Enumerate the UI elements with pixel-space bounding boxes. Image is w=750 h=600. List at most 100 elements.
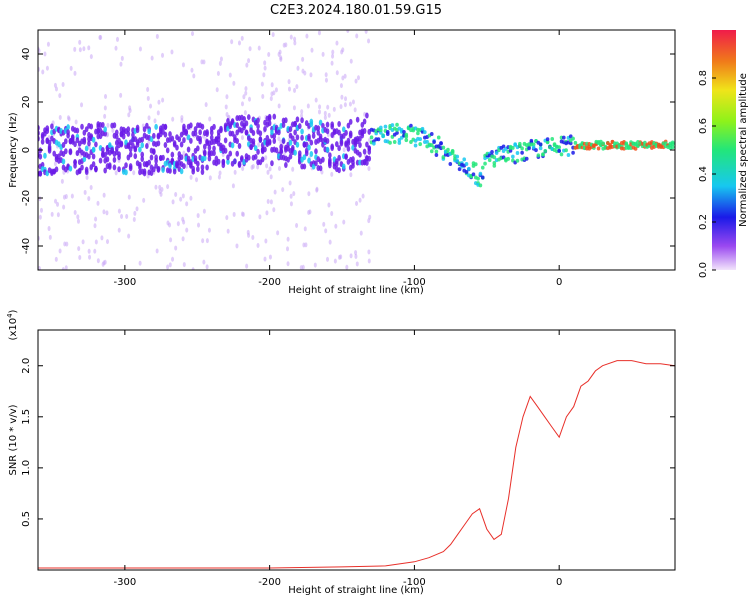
spectrogram-cell <box>182 137 186 144</box>
spectrogram-noise-cell <box>289 193 293 199</box>
spectrogram-noise-cell <box>61 82 65 88</box>
spectrogram-cell <box>89 123 94 130</box>
spectrogram-cell <box>277 129 281 136</box>
spectrogram-cell <box>38 170 43 177</box>
spectrogram-noise-cell <box>195 177 199 183</box>
spectrogram-cell <box>212 123 216 130</box>
spectrogram-cell <box>515 158 520 163</box>
spectrogram-cell <box>295 116 300 123</box>
spectrogram-noise-cell <box>246 229 250 235</box>
spectrogram-noise-cell <box>338 254 342 260</box>
y-tick-label: 0.5 <box>21 511 32 527</box>
spectrogram-cell <box>476 176 480 181</box>
spectrogram-cell <box>87 140 91 147</box>
spectrogram-cell <box>316 125 321 132</box>
spectrogram-cell <box>358 135 362 142</box>
spectrogram-cell <box>98 157 103 164</box>
spectrogram-noise-cell <box>300 109 304 115</box>
spectrogram-noise-cell <box>241 166 245 172</box>
spectrogram-noise-cell <box>138 46 142 52</box>
spectrogram-noise-cell <box>142 197 146 203</box>
spectrogram-cell <box>152 132 156 139</box>
spectrogram-cell <box>538 142 543 147</box>
y-tick-label: 40 <box>21 48 32 61</box>
spectrogram-noise-cell <box>179 196 183 202</box>
spectrogram-noise-cell <box>269 199 273 205</box>
spectrogram-noise-cell <box>266 169 270 175</box>
spectrogram-noise-cell <box>244 86 248 92</box>
y-tick-label: 0 <box>21 147 32 153</box>
spectrogram-cell <box>221 162 226 169</box>
spectrogram-noise-cell <box>103 259 107 265</box>
spectrogram-cell <box>61 141 66 148</box>
spectrogram-cell <box>84 126 89 133</box>
spectrogram-noise-cell <box>161 52 165 58</box>
spectrogram-cell <box>82 129 87 136</box>
spectrogram-cell <box>175 144 179 151</box>
spectrogram-cell <box>138 164 142 171</box>
spectrogram-cell <box>112 122 117 129</box>
spectrogram-cell <box>321 122 325 129</box>
spectrogram-cell <box>253 153 258 160</box>
spectrogram-cell <box>562 135 566 140</box>
spectrogram-noise-cell <box>225 94 229 100</box>
spectrogram-cell <box>140 136 145 143</box>
spectrogram-cell <box>351 156 355 163</box>
spectrogram-noise-cell <box>243 110 247 116</box>
spectrogram-cell <box>163 124 168 131</box>
spectrogram-noise-cell <box>158 189 162 195</box>
spectrogram-noise-cell <box>197 222 201 228</box>
spectrogram-cell <box>480 175 485 180</box>
spectrogram-cell <box>404 138 409 143</box>
spectrogram-cell <box>186 134 191 141</box>
spectrogram-noise-cell <box>180 117 184 123</box>
spectrogram-noise-cell <box>256 242 260 248</box>
spectrogram-cell <box>293 149 297 156</box>
spectrogram-cell <box>193 130 198 137</box>
spectrogram-noise-cell <box>349 58 353 64</box>
spectrogram-noise-cell <box>53 161 57 167</box>
spectrogram-noise-cell <box>332 106 336 112</box>
spectrogram-cell <box>404 132 409 137</box>
spectrogram-noise-cell <box>279 139 283 145</box>
spectrogram-cell <box>200 164 205 171</box>
spectrogram-noise-cell <box>62 204 66 210</box>
spectrogram-noise-cell <box>359 230 363 236</box>
spectrogram-cell <box>73 141 77 148</box>
spectrogram-cell <box>84 145 89 152</box>
spectrogram-cell <box>267 139 272 146</box>
spectrogram-cell <box>478 183 483 188</box>
spectrogram-noise-cell <box>277 166 281 172</box>
spectrogram-noise-cell <box>344 96 348 102</box>
spectrogram-noise-cell <box>240 135 244 141</box>
spectrogram-noise-cell <box>286 236 290 242</box>
spectrogram-cell <box>193 126 198 133</box>
spectrogram-cell <box>536 153 541 158</box>
spectrogram-noise-cell <box>292 105 296 111</box>
spectrogram-cell <box>381 134 385 139</box>
spectrogram-noise-cell <box>228 72 232 78</box>
spectrogram-noise-cell <box>102 209 106 215</box>
spectrogram-cell <box>182 163 186 170</box>
spectrogram-cell <box>515 150 520 155</box>
spectrogram-cell <box>244 120 249 127</box>
spectrogram-cell <box>288 139 293 146</box>
spectrogram-noise-cell <box>265 163 269 169</box>
spectrogram-cell <box>467 166 471 171</box>
spectrogram-cell <box>360 121 365 128</box>
spectrogram-noise-cell <box>103 113 107 119</box>
spectrogram-noise-cell <box>341 75 345 81</box>
spectrogram-noise-cell <box>128 108 132 114</box>
spectrogram-cell <box>242 115 246 122</box>
spectrogram-noise-cell <box>190 67 194 73</box>
spectrogram-cell <box>216 133 221 140</box>
spectrogram-cell <box>670 142 675 147</box>
spectrogram-noise-cell <box>76 218 80 224</box>
spectrogram-cell <box>219 127 223 134</box>
spectrogram-cell <box>348 130 353 137</box>
spectrogram-noise-cell <box>89 184 93 190</box>
spectrogram-cell <box>45 125 50 132</box>
spectrogram-noise-cell <box>353 107 357 113</box>
spectrogram-cell <box>314 160 318 167</box>
spectrogram-cell <box>101 146 105 153</box>
